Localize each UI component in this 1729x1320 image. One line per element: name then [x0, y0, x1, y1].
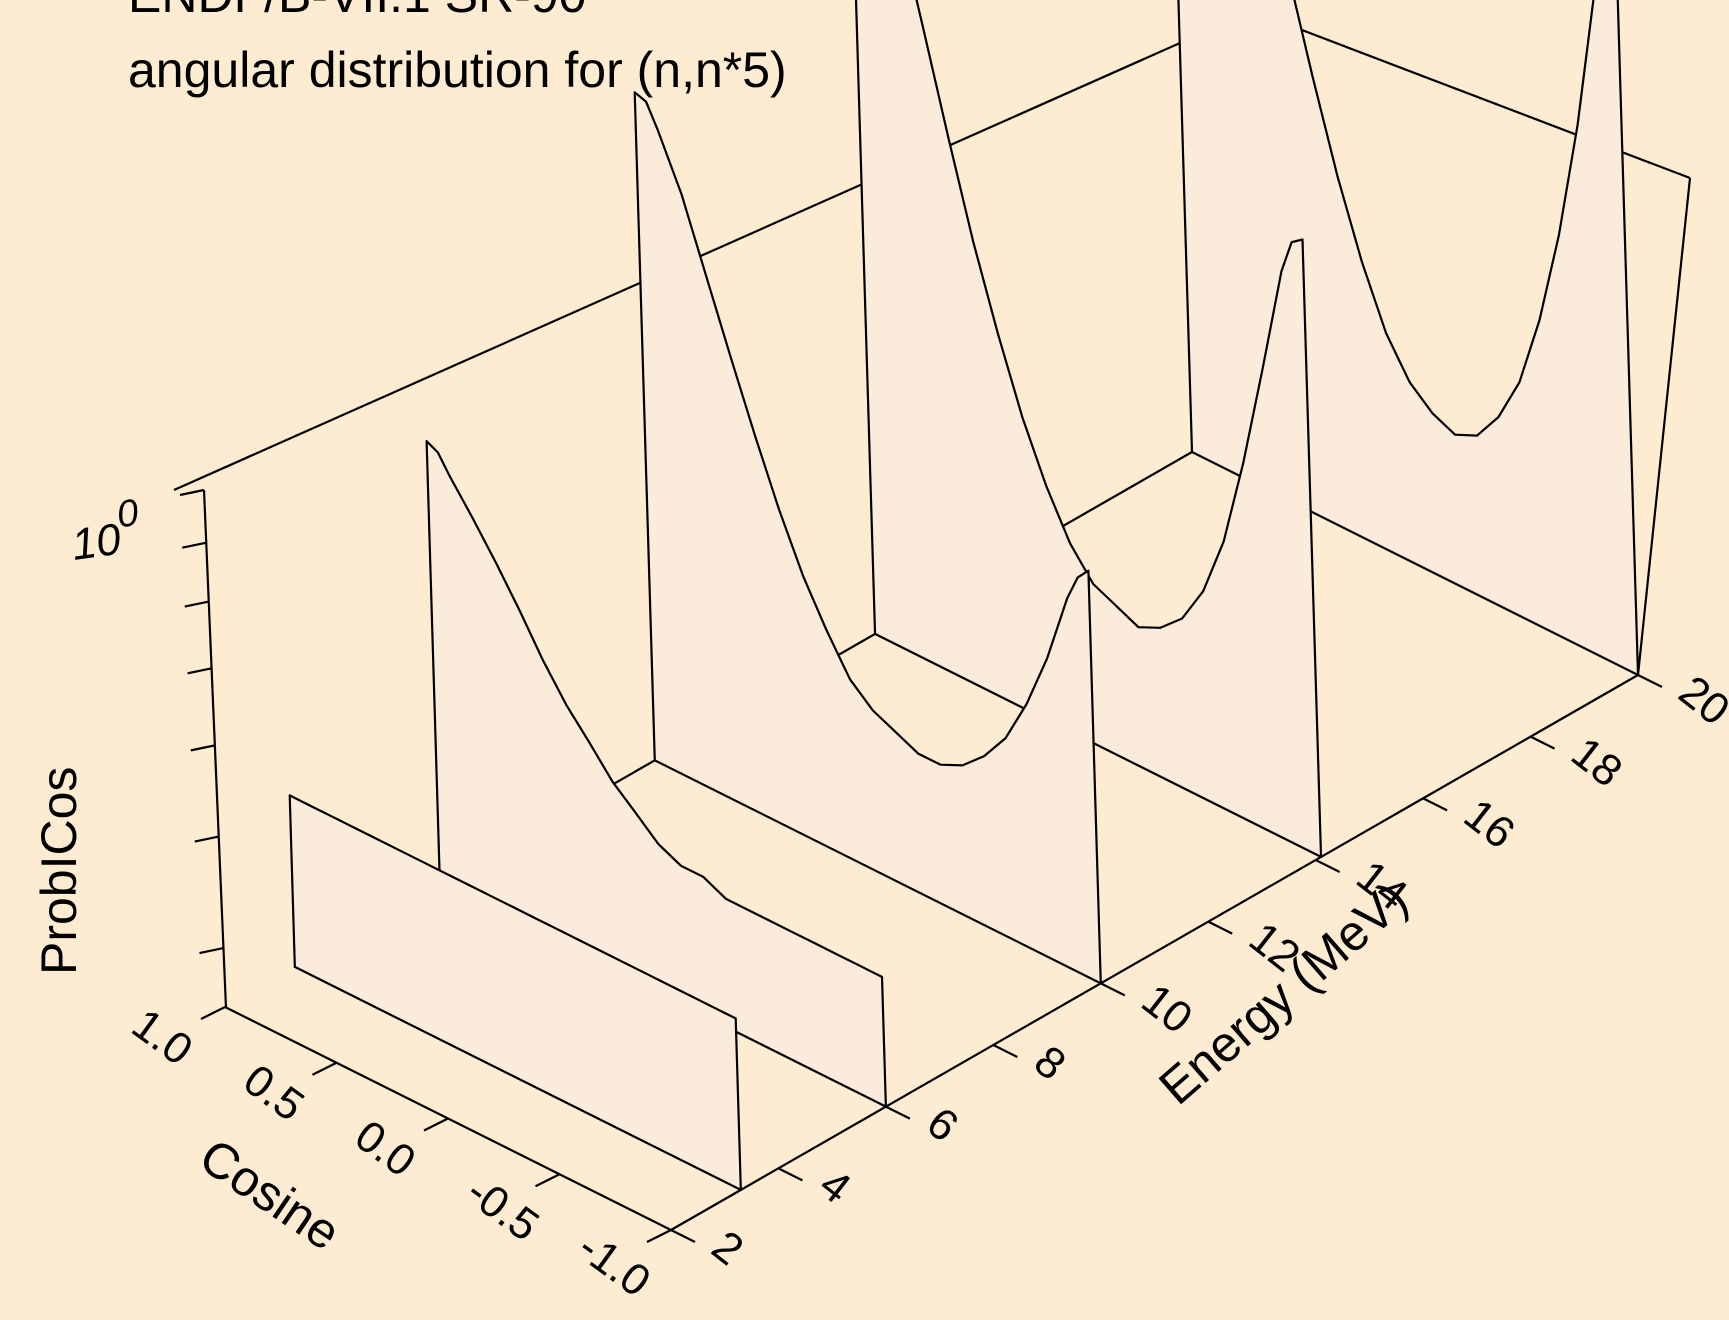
- x-tick-label: 0.0: [346, 1111, 424, 1187]
- energy-axis-line: [670, 674, 1639, 1231]
- y-tick-label: 16: [1455, 790, 1524, 859]
- distribution-panels: [288, 0, 1640, 1192]
- z-tick-mark: [187, 667, 212, 675]
- distribution-panel: [633, 91, 1102, 985]
- y-tick-mark: [1207, 920, 1233, 935]
- y-tick-mark: [1422, 797, 1448, 812]
- back-top-edge: [173, 9, 1253, 492]
- x-tick-mark: [646, 1229, 672, 1243]
- y-tick-mark: [1530, 735, 1556, 750]
- distribution-panel: [1177, 0, 1640, 677]
- x-tick-label: -0.5: [458, 1167, 548, 1251]
- x-tick-label: 0.5: [235, 1055, 313, 1131]
- y-tick-label: 6: [918, 1098, 967, 1152]
- svg-text:100: 100: [66, 492, 145, 570]
- z-axis-labels: 100 ProbICos: [31, 492, 145, 975]
- y-tick-mark: [670, 1229, 696, 1243]
- y-tick-mark: [1637, 674, 1663, 688]
- z-tick-mark: [194, 835, 219, 843]
- z-tick-mark: [184, 600, 209, 608]
- y-tick-label: 2: [703, 1221, 752, 1275]
- y-tick-label: 20: [1670, 666, 1729, 735]
- z-tick-mark: [179, 488, 205, 497]
- x-tick-mark: [423, 1117, 449, 1132]
- y-tick-mark: [885, 1105, 911, 1120]
- y-tick-mark: [1315, 859, 1341, 873]
- y-tick-label: 4: [810, 1160, 859, 1214]
- chart-title-line-2: angular distribution for (n,n*5): [128, 42, 787, 98]
- distribution-panel: [425, 440, 887, 1108]
- x-axis-title: Cosine: [190, 1128, 350, 1261]
- z-tick-mark: [190, 744, 216, 752]
- distribution-panel: [288, 794, 742, 1192]
- distribution-panel: [854, 0, 1323, 859]
- z-tick-label-exponent: 0: [114, 492, 141, 537]
- y-tick-label: 10: [1133, 975, 1202, 1044]
- z-tick-mark: [199, 946, 224, 955]
- x-tick-label: 1.0: [123, 999, 201, 1075]
- z-tick-mark: [182, 541, 207, 549]
- y-axis-title: Energy (MeV): [1148, 871, 1418, 1116]
- chart-title-line-1: ENDF/B-VII.1 SR-90: [128, 0, 586, 23]
- x-tick-mark: [200, 1006, 226, 1020]
- y-tick-mark: [1100, 982, 1126, 997]
- z-tick-label-base: 10: [69, 514, 125, 569]
- x-tick-mark: [535, 1173, 560, 1188]
- z-axis-title: ProbICos: [31, 767, 87, 975]
- z-axis-line: [202, 489, 228, 1009]
- y-tick-mark: [777, 1167, 803, 1182]
- x-tick-label: -1.0: [569, 1222, 659, 1306]
- y-tick-mark: [992, 1044, 1018, 1058]
- y-tick-label: 18: [1562, 728, 1631, 797]
- x-tick-mark: [312, 1061, 337, 1076]
- y-tick-label: 8: [1025, 1036, 1074, 1090]
- right-vertical-edge: [1636, 177, 1692, 676]
